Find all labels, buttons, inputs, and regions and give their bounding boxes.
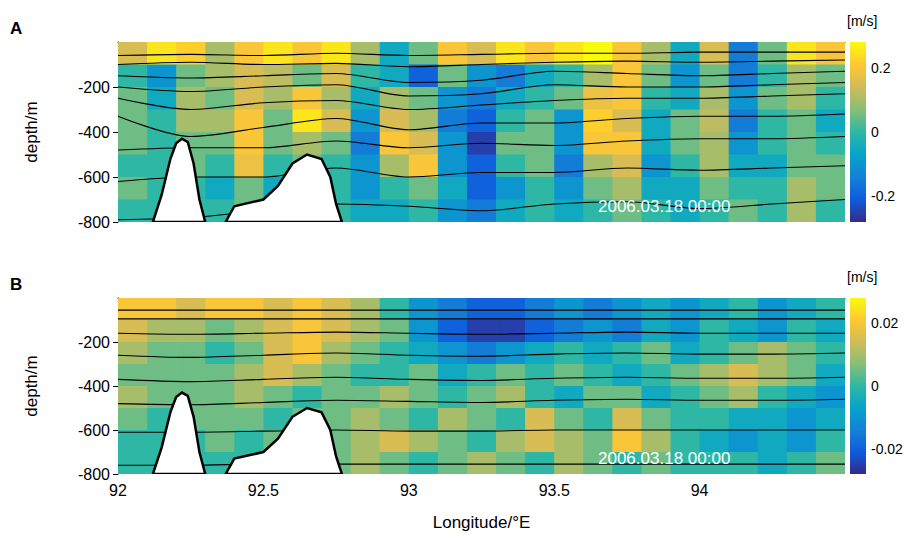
svg-text:0: 0 [871, 378, 879, 394]
svg-text:[m/s]: [m/s] [847, 13, 877, 29]
svg-text:A: A [10, 19, 22, 38]
svg-text:-400: -400 [78, 378, 110, 395]
svg-text:0.2: 0.2 [871, 60, 891, 76]
svg-text:93.5: 93.5 [539, 482, 570, 499]
svg-text:92.5: 92.5 [248, 482, 279, 499]
svg-text:depth/m: depth/m [22, 101, 41, 162]
svg-text:0.02: 0.02 [871, 315, 898, 331]
svg-text:-200: -200 [78, 79, 110, 96]
svg-text:92: 92 [109, 482, 127, 499]
svg-text:-800: -800 [78, 466, 110, 483]
svg-text:93: 93 [400, 482, 418, 499]
svg-text:94: 94 [691, 482, 709, 499]
svg-text:[m/s]: [m/s] [847, 269, 877, 285]
svg-text:-600: -600 [78, 422, 110, 439]
svg-text:0: 0 [871, 124, 879, 140]
svg-text:Longitude/°E: Longitude/°E [433, 513, 531, 532]
svg-text:B: B [10, 275, 22, 294]
svg-text:2006.03.18 00:00: 2006.03.18 00:00 [598, 197, 730, 216]
svg-text:depth/m: depth/m [22, 355, 41, 416]
svg-text:-400: -400 [78, 124, 110, 141]
svg-text:2006.03.18 00:00: 2006.03.18 00:00 [598, 449, 730, 468]
svg-text:-600: -600 [78, 169, 110, 186]
svg-text:-0.2: -0.2 [871, 188, 895, 204]
svg-text:-200: -200 [78, 334, 110, 351]
svg-text:-800: -800 [78, 214, 110, 231]
svg-text:-0.02: -0.02 [871, 441, 903, 457]
